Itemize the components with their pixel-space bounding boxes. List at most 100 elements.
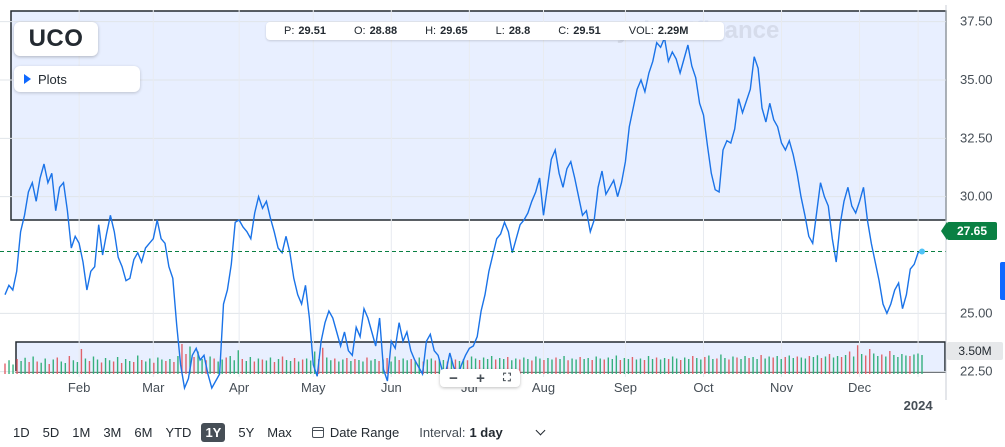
y-tick-label: 32.50 xyxy=(960,130,993,145)
volume-bar xyxy=(153,362,155,374)
volume-bar xyxy=(112,361,115,374)
volume-bar xyxy=(177,356,179,374)
volume-bar xyxy=(595,356,597,374)
x-tick-label: 2024 xyxy=(904,398,934,413)
volume-bar xyxy=(406,360,408,374)
volume-bar xyxy=(716,358,718,374)
volume-bar xyxy=(92,356,95,374)
volume-bar xyxy=(756,359,758,374)
volume-bar xyxy=(173,362,175,374)
volume-bar xyxy=(498,358,501,374)
x-tick-label: Nov xyxy=(770,380,794,395)
fit-screen-icon[interactable]: ⛶ xyxy=(503,371,511,384)
symbol-label: UCO xyxy=(28,25,84,52)
volume-bar xyxy=(76,362,79,374)
volume-bar xyxy=(885,356,887,374)
range-1m-button[interactable]: 1M xyxy=(72,424,91,440)
volume-bar xyxy=(684,357,686,374)
volume-bar xyxy=(515,358,517,374)
volume-bar xyxy=(201,359,203,374)
volume-bar xyxy=(591,360,593,374)
volume-bar xyxy=(539,358,541,374)
volume-bar xyxy=(503,359,505,374)
volume-bar xyxy=(245,361,248,374)
range-max-button[interactable]: Max xyxy=(267,424,292,440)
volume-bar xyxy=(390,361,392,374)
range-1d-button[interactable]: 1D xyxy=(13,424,30,440)
volume-bar xyxy=(909,356,911,374)
volume-bar xyxy=(313,351,316,374)
current-price-value: 27.65 xyxy=(956,224,988,238)
chevron-down-icon[interactable] xyxy=(535,425,546,435)
volume-bar xyxy=(265,360,268,374)
volume-bar xyxy=(128,361,131,374)
interval-select[interactable]: Interval: 1 day xyxy=(419,425,503,440)
volume-bar xyxy=(728,359,730,374)
volume-bar xyxy=(32,356,34,374)
volume-bar xyxy=(800,357,803,374)
volume-bar xyxy=(414,361,416,374)
volume-bar xyxy=(688,359,690,374)
range-6m-button[interactable]: 6M xyxy=(134,424,153,440)
volume-bar xyxy=(229,356,231,374)
volume-bar xyxy=(917,353,919,374)
volume-tag: 3.50M xyxy=(947,342,1003,360)
volume-bar xyxy=(225,357,227,374)
volume-bar xyxy=(836,356,839,374)
volume-bar xyxy=(563,356,565,374)
interval-label: Interval: xyxy=(419,424,466,440)
volume-bar xyxy=(386,358,388,374)
volume-bar xyxy=(712,359,714,374)
chart-resize-handle[interactable] xyxy=(1000,262,1005,300)
volume-bar xyxy=(527,359,529,374)
range-5y-button[interactable]: 5Y xyxy=(238,424,255,440)
volume-bar xyxy=(309,360,312,374)
volume-value: 3.50M xyxy=(958,344,992,358)
range-3m-button[interactable]: 3M xyxy=(103,424,122,440)
volume-bar xyxy=(776,356,778,374)
volume-bar xyxy=(760,355,762,374)
range-5d-button[interactable]: 5D xyxy=(42,424,60,440)
volume-bar xyxy=(181,344,183,374)
volume-bar xyxy=(40,362,42,374)
price-chart[interactable]: yahoo!finance 37.5035.0032.5030.0025.002… xyxy=(0,0,1005,420)
range-1y-button[interactable]: 1Y xyxy=(201,422,226,442)
volume-bar xyxy=(334,358,336,374)
volume-bar xyxy=(631,357,634,374)
volume-bar xyxy=(611,359,614,374)
volume-bar xyxy=(877,356,879,374)
ohlc-readout: P: 29.51 O: 28.88 H: 29.65 L: 28.8 C: 29.51 V… xyxy=(266,22,724,40)
ohlc-prev: P: 29.51 xyxy=(284,25,326,37)
ohlc-high: H: 29.65 xyxy=(425,25,468,37)
volume-bar xyxy=(615,355,618,374)
volume-bar xyxy=(832,357,835,374)
range-toolbar: 1D 5D 1M 3M 6M YTD 1Y 5Y Max Date Range … xyxy=(0,420,1005,444)
volume-bar xyxy=(772,357,774,374)
volume-bar xyxy=(844,355,847,374)
volume-bar xyxy=(708,355,710,374)
volume-bar xyxy=(104,358,107,374)
volume-bar xyxy=(16,359,18,374)
zoom-out-button[interactable]: − xyxy=(449,369,458,387)
volume-bar xyxy=(362,361,364,374)
date-range-button[interactable]: Date Range xyxy=(311,425,399,440)
volume-bar xyxy=(647,356,650,374)
volume-bar xyxy=(696,358,698,374)
zoom-in-button[interactable]: + xyxy=(476,369,485,387)
volume-bar xyxy=(736,357,738,374)
symbol-badge: UCO xyxy=(14,22,98,56)
volume-bar xyxy=(374,359,376,374)
volume-bar xyxy=(165,361,167,374)
plots-button[interactable]: Plots xyxy=(14,66,140,92)
volume-bar xyxy=(24,357,26,374)
volume-bar xyxy=(603,359,605,374)
volume-bar xyxy=(301,359,304,374)
volume-bar xyxy=(856,345,859,374)
range-ytd-button[interactable]: YTD xyxy=(165,424,192,440)
volume-bar xyxy=(643,360,646,374)
volume-bar xyxy=(297,361,300,374)
volume-bar xyxy=(96,359,99,374)
volume-bar xyxy=(213,358,215,374)
chart-panel-background xyxy=(10,10,947,373)
volume-bar xyxy=(748,358,750,374)
